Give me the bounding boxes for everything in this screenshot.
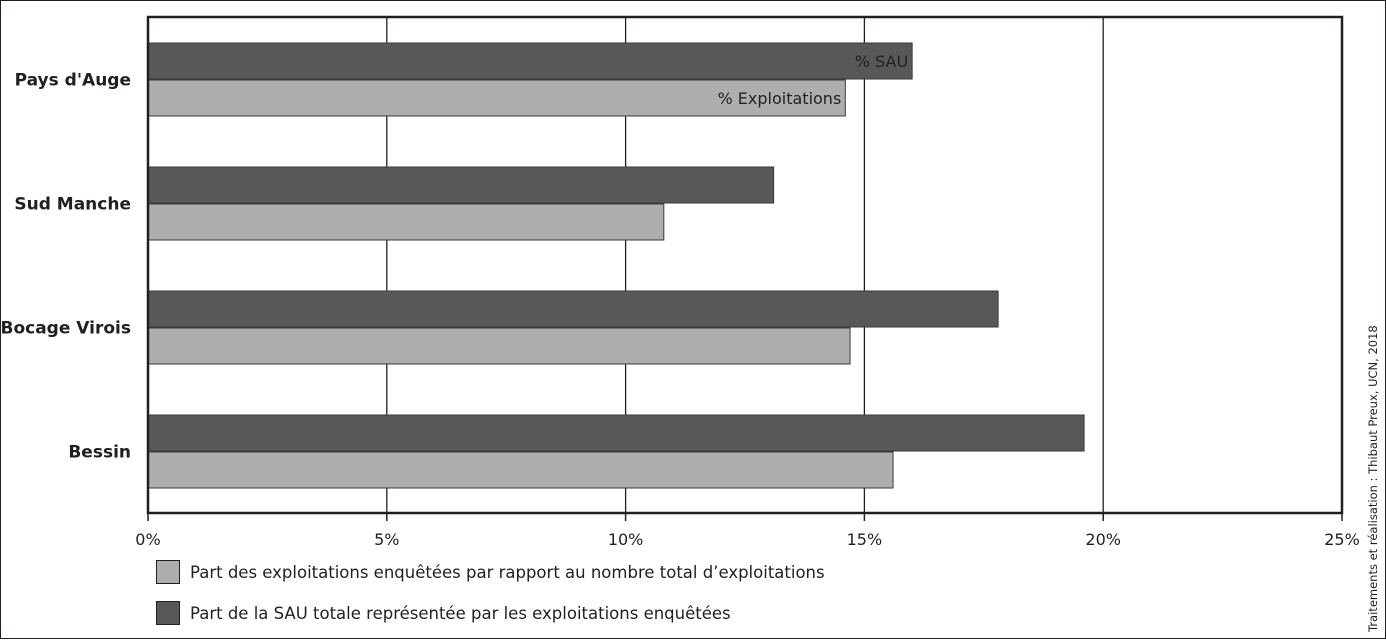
bar-sau-1 [147, 166, 775, 204]
category-label-0: Pays d'Auge [15, 71, 131, 91]
bar-series-label-sau: % SAU [855, 52, 908, 71]
x-tick-label-4: 20% [1085, 530, 1121, 549]
x-tick-label-3: 15% [847, 530, 883, 549]
legend-item-exploitations: Part des exploitations enquêtées par rap… [156, 558, 1056, 586]
bar-exploitations-1 [147, 203, 665, 241]
bar-series-label-exploitations: % Exploitations [718, 89, 842, 108]
credit-text: Traitements et réalisation : Thibaut Pre… [1366, 325, 1380, 632]
plot-frame [146, 15, 1344, 515]
category-label-3: Bessin [68, 443, 131, 463]
legend-label-exploitations: Part des exploitations enquêtées par rap… [190, 562, 825, 582]
bar-sau-0 [147, 42, 913, 80]
legend-item-sau: Part de la SAU totale représentée par le… [156, 599, 1056, 627]
x-tick-label-1: 5% [374, 530, 399, 549]
bar-exploitations-0 [147, 79, 846, 117]
legend-swatch-exploitations [156, 560, 180, 584]
bar-exploitations-3 [147, 451, 894, 489]
legend-swatch-sau [156, 601, 180, 625]
x-tick-label-0: 0% [135, 530, 160, 549]
x-tick-label-2: 10% [608, 530, 644, 549]
bar-exploitations-2 [147, 327, 851, 365]
bar-sau-2 [147, 290, 999, 328]
category-label-2: Bocage Virois [1, 319, 132, 339]
category-label-1: Sud Manche [14, 195, 131, 215]
legend-label-sau: Part de la SAU totale représentée par le… [190, 603, 731, 623]
bar-sau-3 [147, 414, 1085, 452]
x-tick-label-5: 25% [1324, 530, 1360, 549]
